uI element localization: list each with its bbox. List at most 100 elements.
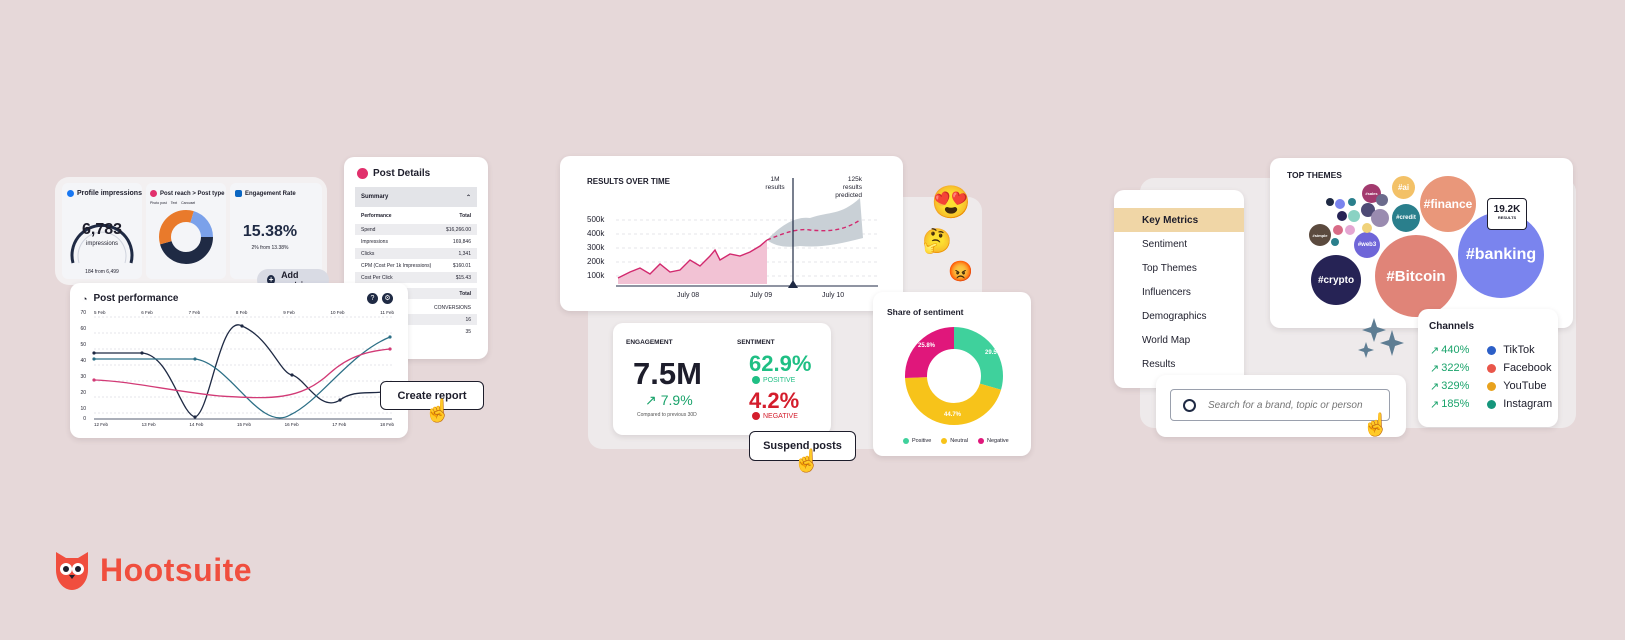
dot-icon — [978, 438, 984, 444]
engagement-rate-value: 15.38% — [242, 223, 298, 240]
engagement-rate-card: Engagement Rate 15.38% 2% from 13.38% — [230, 183, 322, 279]
engagement-delta-value: 7.9% — [660, 392, 693, 408]
pointer-hand-icon: ☝ — [793, 448, 821, 473]
bubble-bitcoin[interactable]: #Bitcoin — [1375, 235, 1457, 317]
bubble-ai[interactable]: #ai — [1392, 176, 1415, 199]
legend-neutral: Neutral — [941, 438, 968, 444]
marker-predicted: 125k results predicted — [822, 176, 862, 200]
smile-icon — [752, 376, 760, 384]
post-performance-card: ◔ Post performance ? ⚙ 70 60 50 40 30 20… — [70, 283, 408, 438]
legend-text: Text — [170, 201, 178, 205]
positive-value: 62.9% — [749, 351, 812, 376]
bubble-sales[interactable]: #sales — [1362, 184, 1381, 203]
y-tick: 70 — [80, 310, 86, 316]
search-icon — [1183, 398, 1196, 412]
bubble-web3[interactable]: #web3 — [1354, 232, 1380, 258]
menu-label: Sentiment — [1142, 238, 1188, 250]
impressions-gauge — [70, 223, 134, 264]
bubble-label: #ai — [1397, 183, 1410, 192]
post-performance-chart — [92, 316, 392, 420]
chevron-up-icon: ⌃ — [465, 194, 471, 201]
post-reach-title: Post reach > Post type — [160, 190, 225, 197]
search-box[interactable] — [1170, 389, 1390, 421]
table-row: Impressions 169,846 — [355, 236, 477, 247]
dot-icon — [1487, 381, 1497, 391]
table-header: Performance Total — [355, 209, 477, 223]
x-tick: 17 Feb — [332, 422, 347, 427]
bubble-crypto[interactable]: #crypto — [1311, 255, 1361, 305]
menu-label: Results — [1142, 358, 1176, 370]
positive-label: POSITIVE — [763, 376, 796, 384]
sparkle-icon — [1358, 318, 1404, 358]
marker-label: results — [765, 184, 785, 191]
legend-carousel: Carousel — [181, 201, 196, 205]
legend-label: Positive — [912, 438, 932, 444]
gear-icon[interactable]: ⚙ — [382, 293, 393, 304]
arrow-up-right-icon: ↗ — [1430, 398, 1440, 411]
owl-logo-icon — [56, 552, 88, 590]
menu-demographics[interactable]: Demographics — [1114, 304, 1244, 328]
arrow-up-right-icon: ↗ — [645, 392, 657, 408]
legend-photo-post: Photo post — [150, 201, 167, 205]
marker-actual: 1M results — [762, 176, 788, 192]
channels-card: Channels ↗ 440% TikTok ↗ 322% Facebook ↗ 329%… — [1418, 309, 1558, 427]
table-row: Cost Per Click $15.43 — [355, 272, 477, 283]
menu-influencers[interactable]: Influencers — [1114, 280, 1244, 304]
impressions-unit: impressions — [85, 241, 118, 247]
menu-label: Demographics — [1142, 310, 1207, 322]
y-tick: 50 — [80, 342, 86, 348]
channel-name: Facebook — [1503, 362, 1552, 374]
dot-icon — [1487, 345, 1497, 355]
x-tick: 8 Feb — [235, 310, 248, 315]
search-input[interactable] — [1206, 398, 1385, 412]
bubble-label: #banking — [1465, 246, 1537, 263]
profile-impressions-title: Profile impressions — [77, 190, 142, 197]
y-tick: 400k — [587, 229, 605, 238]
help-icon[interactable]: ? — [367, 293, 378, 304]
sentiment-donut — [905, 327, 1003, 425]
menu-top-themes[interactable]: Top Themes — [1114, 256, 1244, 280]
y-tick: 100k — [587, 271, 605, 280]
bubble-label: #simple — [1312, 232, 1328, 238]
row-value: $15.43 — [455, 274, 471, 281]
instagram-icon — [150, 190, 157, 197]
bubble-finance[interactable]: #finance — [1420, 176, 1476, 232]
badge-value: 19.2K — [1493, 204, 1521, 215]
menu-key-metrics[interactable]: Key Metrics — [1114, 208, 1244, 232]
row-key: Cost Per Click — [361, 274, 393, 281]
summary-header[interactable]: Summary ⌃ — [355, 187, 477, 207]
positive-label-row: POSITIVE — [752, 376, 795, 384]
dot-icon — [1487, 399, 1497, 409]
heart-eyes-emoji-icon: 😍 — [931, 184, 971, 220]
post-details-title: Post Details — [373, 168, 431, 179]
legend-negative: Negative — [978, 438, 1009, 444]
negative-label-row: NEGATIVE — [752, 412, 798, 420]
negative-slice-label: 25.8% — [918, 343, 936, 349]
bubble-label: #web3 — [1357, 242, 1377, 248]
neutral-slice-label: 44.7% — [944, 412, 962, 418]
x-tick: 10 Feb — [330, 310, 345, 315]
y-tick: 10 — [80, 406, 86, 412]
small-bubbles — [1326, 194, 1389, 246]
total-label: Total — [459, 290, 471, 297]
y-tick: 30 — [80, 374, 86, 380]
table-row: 16 — [355, 314, 477, 325]
channel-row-youtube: ↗ 329% YouTube — [1430, 378, 1546, 394]
table-row: Clicks 1,341 — [355, 248, 477, 259]
bubble-credit[interactable]: #credit — [1392, 204, 1420, 232]
bottom-x-ticks: 12 Feb 13 Feb 14 Feb 15 Feb 16 Feb 17 Fe… — [94, 422, 394, 427]
suspend-posts-button[interactable]: Suspend posts — [749, 431, 856, 461]
legend-label: Negative — [987, 438, 1009, 444]
hootsuite-logo: Hootsuite — [50, 548, 252, 592]
bubble-label: #sales — [1365, 191, 1378, 196]
bubble-simple[interactable]: #simple — [1309, 224, 1331, 246]
menu-world-map[interactable]: World Map — [1114, 328, 1244, 352]
x-tick: 16 Feb — [284, 422, 299, 427]
marker-label: results — [842, 184, 862, 191]
menu-sentiment[interactable]: Sentiment — [1114, 232, 1244, 256]
menu-results[interactable]: Results — [1114, 352, 1244, 376]
results-over-time-card: RESULTS OVER TIME 500k 400k 300k 200k 10… — [560, 156, 903, 311]
create-report-button[interactable]: Create report — [380, 381, 484, 410]
top-x-ticks: 5 Feb 6 Feb 7 Feb 8 Feb 9 Feb 10 Feb 11 … — [94, 310, 394, 315]
x-tick: July 10 — [822, 292, 845, 299]
